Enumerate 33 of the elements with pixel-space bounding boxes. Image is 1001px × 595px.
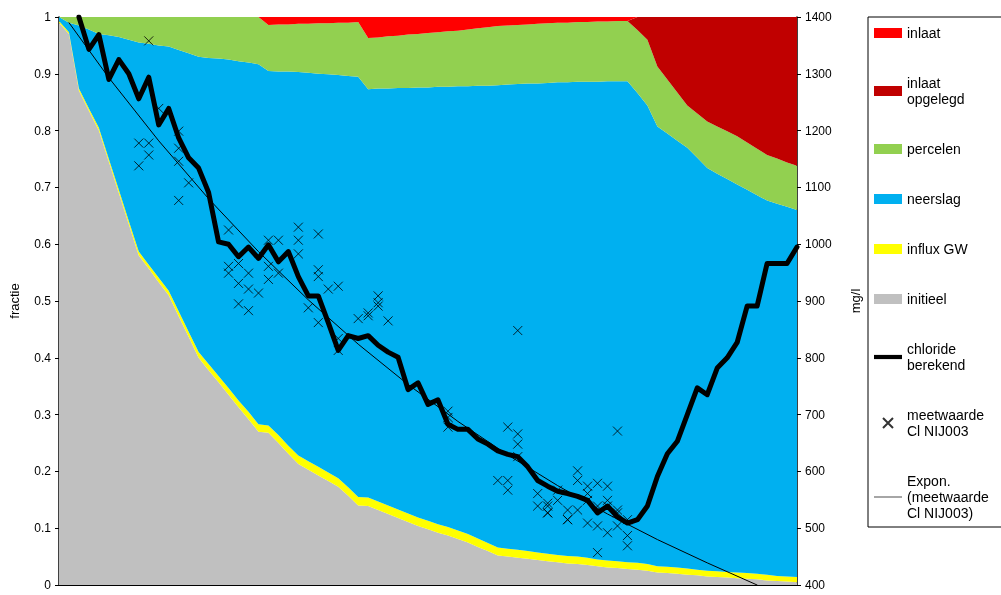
legend-label: inlaat <box>907 25 941 41</box>
legend-label: inlaat opgelegd <box>907 75 965 107</box>
y-tick-label: 0.5 <box>34 294 52 308</box>
legend-label: neerslag <box>907 191 961 207</box>
y-tick-label: 0 <box>44 578 52 592</box>
y-tick-label: 0.3 <box>34 407 52 422</box>
y-tick-label: 0.4 <box>34 350 52 365</box>
y2-tick-label: 400 <box>805 578 826 592</box>
y2-axis-title: mg/l <box>848 288 863 314</box>
y-tick-label: 0.8 <box>34 123 52 138</box>
legend-label: Expon. (meetwaarde Cl NIJ003) <box>907 473 993 521</box>
y-tick-label: 0.1 <box>34 521 52 536</box>
y-tick-label: 0.7 <box>34 180 52 195</box>
y2-tick-label: 1000 <box>805 237 833 252</box>
legend-label: meetwaarde Cl NIJ003 <box>907 407 988 439</box>
y2-tick-label: 1400 <box>805 10 833 24</box>
y2-tick-label: 1200 <box>805 123 833 138</box>
legend-label: initieel <box>907 291 947 307</box>
y2-tick-label: 1100 <box>805 180 832 195</box>
legend-label: chloride berekend <box>907 341 966 373</box>
y2-tick-label: 600 <box>805 464 826 479</box>
y-tick-label: 0.6 <box>34 237 52 252</box>
legend-label: percelen <box>907 141 961 157</box>
y2-tick-label: 900 <box>805 294 826 308</box>
y2-tick-label: 500 <box>805 521 826 536</box>
y2-tick-label: 800 <box>805 350 826 365</box>
y-axis-title: fractie <box>7 283 22 319</box>
y-tick-label: 1 <box>44 10 52 24</box>
y2-tick-label: 1300 <box>805 66 833 81</box>
y2-tick-label: 700 <box>805 407 826 422</box>
y-tick-label: 0.9 <box>34 66 52 81</box>
y-tick-label: 0.2 <box>34 464 52 479</box>
legend-label: influx GW <box>907 241 969 257</box>
